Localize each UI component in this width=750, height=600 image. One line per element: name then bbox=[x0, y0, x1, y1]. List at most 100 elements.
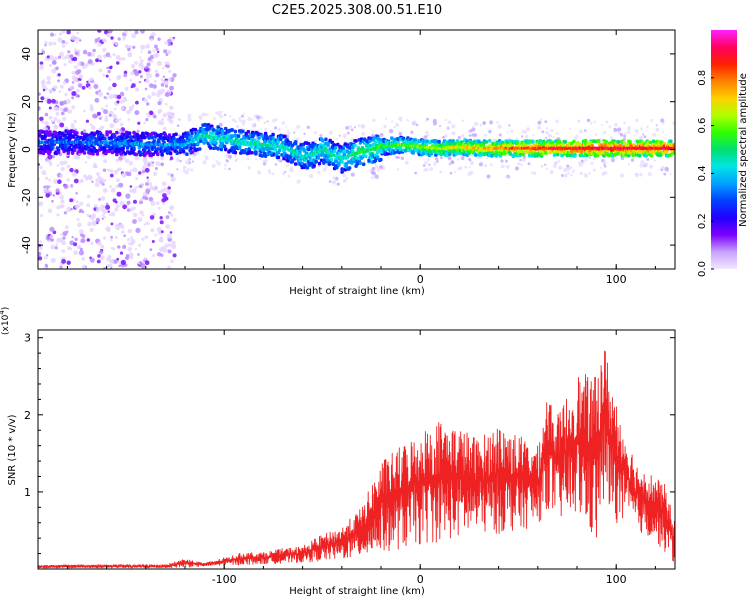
noise-cell bbox=[73, 155, 78, 160]
noise-cell bbox=[153, 171, 157, 176]
noise-cell bbox=[146, 179, 150, 183]
noise-cell bbox=[38, 177, 41, 181]
ridge-cell bbox=[104, 151, 108, 156]
noise-cell bbox=[103, 96, 107, 99]
ridge-cell bbox=[282, 156, 286, 161]
faint-cell bbox=[461, 133, 465, 138]
noise-cell bbox=[130, 64, 136, 69]
noise-cell bbox=[110, 238, 113, 242]
snr-multiplier: (x104) bbox=[0, 307, 11, 335]
noise-cell bbox=[169, 205, 175, 211]
noise-cell bbox=[161, 245, 166, 250]
noise-cell bbox=[129, 78, 133, 82]
ridge-cell bbox=[424, 143, 428, 147]
noise-cell bbox=[144, 167, 150, 173]
faint-cell bbox=[361, 132, 366, 136]
noise-cell bbox=[73, 168, 76, 171]
noise-cell bbox=[143, 223, 147, 226]
noise-cell bbox=[73, 242, 78, 247]
ridge-cell bbox=[241, 129, 245, 134]
noise-cell bbox=[143, 121, 146, 125]
noise-cell bbox=[144, 235, 149, 239]
noise-cell bbox=[110, 222, 114, 226]
noise-cell bbox=[69, 240, 75, 246]
faint-cell bbox=[267, 169, 271, 172]
faint-cell bbox=[219, 110, 223, 114]
ridge-cell bbox=[379, 157, 383, 162]
noise-cell bbox=[138, 171, 142, 175]
noise-cell bbox=[78, 77, 82, 81]
noise-cell bbox=[144, 65, 149, 70]
noise-cell bbox=[147, 50, 152, 54]
noise-cell bbox=[107, 210, 110, 213]
faint-cell bbox=[410, 130, 414, 134]
faint-cell bbox=[451, 124, 456, 129]
noise-cell bbox=[90, 125, 96, 130]
ridge-cell bbox=[189, 146, 193, 150]
faint-cell bbox=[457, 136, 461, 140]
noise-cell bbox=[170, 214, 174, 217]
noise-cell bbox=[161, 118, 165, 122]
noise-cell bbox=[106, 168, 111, 172]
ridge-cell bbox=[211, 131, 215, 136]
faint-cell bbox=[234, 155, 237, 158]
faint-cell bbox=[628, 163, 631, 166]
noise-cell bbox=[164, 80, 169, 85]
faint-cell bbox=[375, 165, 379, 169]
faint-cell bbox=[429, 167, 434, 172]
noise-cell bbox=[116, 204, 120, 208]
faint-cell bbox=[514, 166, 520, 171]
ridge-cell bbox=[50, 146, 54, 150]
noise-cell bbox=[129, 185, 133, 188]
noise-cell bbox=[133, 199, 137, 204]
ridge-cell bbox=[347, 166, 352, 170]
ridge-cell bbox=[50, 137, 54, 141]
faint-cell bbox=[549, 169, 554, 175]
faint-cell bbox=[293, 131, 296, 134]
noise-cell bbox=[101, 213, 105, 217]
faint-cell bbox=[268, 171, 272, 175]
ridge-cell bbox=[282, 148, 286, 153]
noise-cell bbox=[160, 162, 164, 167]
noise-cell bbox=[137, 261, 140, 265]
ridge-cell bbox=[281, 140, 285, 145]
faint-cell bbox=[436, 160, 439, 163]
noise-cell bbox=[116, 61, 120, 65]
ridge-cell bbox=[276, 155, 281, 160]
noise-cell bbox=[149, 215, 155, 220]
noise-cell bbox=[71, 236, 74, 239]
ridge-cell bbox=[150, 135, 155, 140]
faint-cell bbox=[370, 176, 374, 180]
faint-cell bbox=[557, 159, 561, 163]
noise-cell bbox=[81, 210, 85, 214]
ridge-cell bbox=[208, 146, 213, 150]
faint-cell bbox=[428, 163, 431, 166]
faint-cell bbox=[649, 164, 654, 169]
faint-cell bbox=[570, 173, 573, 177]
noise-cell bbox=[71, 96, 75, 100]
noise-cell bbox=[78, 210, 82, 213]
noise-cell bbox=[89, 107, 94, 112]
noise-cell bbox=[94, 182, 100, 188]
noise-cell bbox=[146, 222, 150, 226]
noise-cell bbox=[164, 41, 168, 45]
noise-cell bbox=[169, 85, 175, 91]
noise-cell bbox=[70, 35, 76, 41]
faint-cell bbox=[540, 118, 543, 121]
noise-cell bbox=[140, 30, 145, 34]
faint-cell bbox=[605, 120, 609, 124]
noise-cell bbox=[94, 97, 100, 103]
noise-cell bbox=[105, 104, 108, 108]
faint-cell bbox=[224, 167, 227, 170]
noise-cell bbox=[172, 253, 177, 258]
noise-cell bbox=[59, 51, 64, 57]
faint-cell bbox=[474, 121, 479, 126]
noise-cell bbox=[145, 118, 149, 122]
noise-cell bbox=[48, 63, 53, 68]
noise-cell bbox=[75, 200, 79, 204]
noise-cell bbox=[168, 211, 171, 214]
noise-cell bbox=[71, 57, 75, 61]
spectrogram-xlabel: Height of straight line (km) bbox=[289, 286, 425, 297]
noise-cell bbox=[167, 186, 171, 190]
